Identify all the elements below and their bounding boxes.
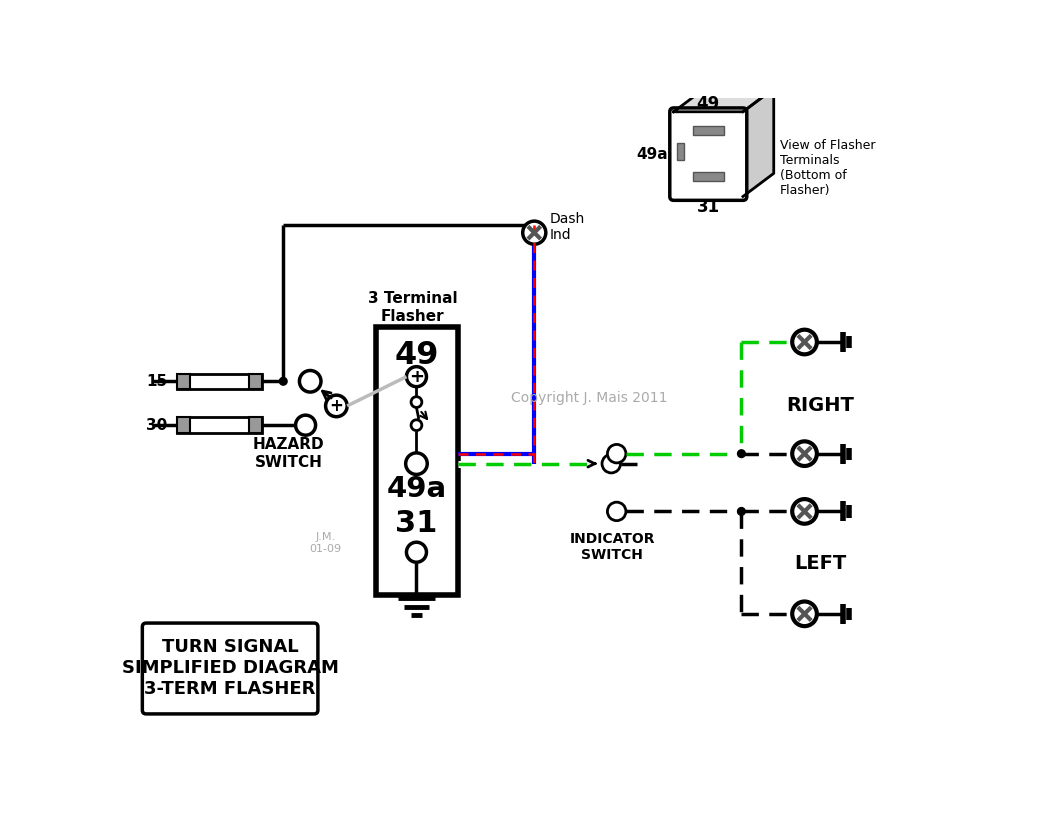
Text: +: + (329, 397, 343, 415)
Bar (177, 418, 262, 432)
Text: TURN SIGNAL
SIMPLIFIED DIAGRAM
3-TERM FLASHER: TURN SIGNAL SIMPLIFIED DIAGRAM 3-TERM FL… (121, 638, 339, 698)
Circle shape (523, 221, 546, 244)
Text: Copyright J. Mais 2011: Copyright J. Mais 2011 (511, 391, 667, 406)
Circle shape (407, 366, 427, 387)
Bar (248, 418, 262, 432)
Circle shape (296, 415, 316, 435)
Circle shape (407, 542, 427, 562)
Text: Dash
Ind: Dash Ind (550, 212, 585, 242)
Text: 15: 15 (146, 374, 167, 388)
Text: View of Flasher
Terminals
(Bottom of
Flasher): View of Flasher Terminals (Bottom of Fla… (780, 139, 875, 197)
Circle shape (411, 397, 421, 407)
Circle shape (406, 453, 428, 474)
Text: 49a: 49a (636, 147, 667, 162)
Circle shape (792, 601, 817, 626)
Circle shape (607, 502, 626, 521)
Circle shape (792, 330, 817, 354)
Text: 31: 31 (395, 509, 437, 539)
Text: 49: 49 (394, 340, 438, 371)
Bar (248, 374, 262, 389)
Text: 49a: 49a (386, 475, 447, 503)
Text: 49: 49 (697, 95, 720, 113)
Text: LEFT: LEFT (794, 554, 846, 574)
Bar (177, 374, 262, 389)
Text: 31: 31 (697, 198, 720, 216)
FancyBboxPatch shape (143, 623, 318, 714)
Bar (177, 374, 190, 389)
Bar (693, 172, 723, 181)
Text: 3 Terminal
Flasher: 3 Terminal Flasher (367, 291, 457, 324)
FancyBboxPatch shape (670, 108, 747, 201)
Circle shape (280, 378, 287, 385)
Text: +: + (409, 368, 423, 386)
Circle shape (607, 445, 626, 463)
Text: 30: 30 (146, 418, 168, 432)
Polygon shape (743, 89, 774, 197)
Circle shape (411, 419, 421, 431)
Bar (376, 327, 458, 595)
Circle shape (792, 441, 817, 466)
Bar (177, 418, 190, 432)
Text: HAZARD
SWITCH: HAZARD SWITCH (252, 437, 324, 470)
Text: INDICATOR
SWITCH: INDICATOR SWITCH (569, 532, 655, 562)
Circle shape (792, 499, 817, 524)
Text: J.M.
01-09: J.M. 01-09 (309, 532, 342, 554)
Circle shape (737, 450, 746, 458)
Circle shape (300, 370, 321, 392)
Circle shape (737, 508, 746, 515)
Bar (678, 143, 683, 159)
Polygon shape (674, 89, 774, 112)
Circle shape (602, 455, 621, 473)
Text: RIGHT: RIGHT (786, 397, 854, 415)
Bar (693, 126, 723, 135)
Circle shape (325, 395, 347, 417)
